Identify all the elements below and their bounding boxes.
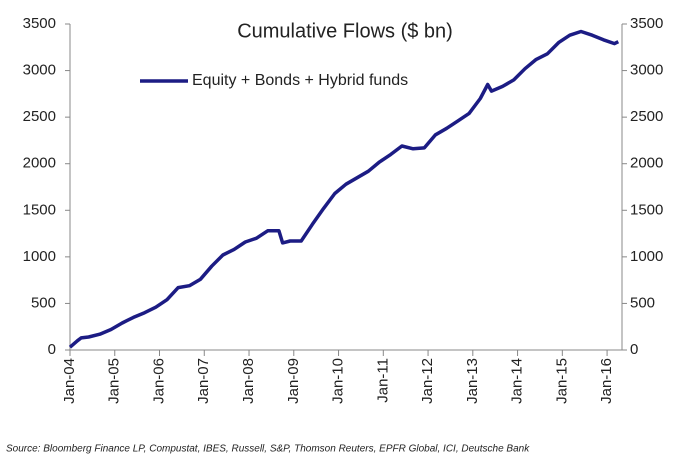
y-tick-label: 3000	[23, 62, 56, 79]
y2-tick-label: 2500	[630, 108, 663, 125]
y2-tick-label: 3500	[630, 15, 663, 32]
x-tick-label: Jan-04	[61, 358, 78, 404]
x-tick-label: Jan-10	[330, 358, 347, 404]
x-tick-label: Jan-16	[598, 358, 615, 404]
y-tick-label: 1000	[23, 248, 56, 265]
y2-tick-label: 1500	[630, 201, 663, 218]
x-tick-label: Jan-14	[509, 358, 526, 404]
source-note: Source: Bloomberg Finance LP, Compustat,…	[6, 444, 530, 455]
x-tick-label: Jan-06	[150, 358, 167, 404]
x-tick-label: Jan-13	[464, 358, 481, 404]
x-tick-label: Jan-09	[285, 358, 302, 404]
y2-tick-label: 0	[630, 341, 638, 358]
data-line	[68, 29, 620, 349]
y-tick-label: 0	[48, 341, 56, 358]
x-tick-label: Jan-12	[419, 358, 436, 404]
y2-tick-label: 1000	[630, 248, 663, 265]
x-tick-label: Jan-15	[553, 358, 570, 404]
y-tick-label: 2000	[23, 155, 56, 172]
x-tick-label: Jan-05	[106, 358, 123, 404]
y-tick-label: 1500	[23, 201, 56, 218]
y-tick-label: 2500	[23, 108, 56, 125]
x-tick-label: Jan-11	[374, 358, 391, 403]
y-tick-label: 500	[31, 294, 56, 311]
y2-tick-label: 2000	[630, 155, 663, 172]
chart-title: Cumulative Flows ($ bn)	[237, 20, 453, 42]
x-tick-label: Jan-07	[195, 358, 212, 404]
y-tick-label: 3500	[23, 15, 56, 32]
y2-tick-label: 3000	[630, 62, 663, 79]
legend-label: Equity + Bonds + Hybrid funds	[192, 72, 408, 89]
y2-tick-label: 500	[630, 294, 655, 311]
x-tick-label: Jan-08	[240, 358, 257, 404]
